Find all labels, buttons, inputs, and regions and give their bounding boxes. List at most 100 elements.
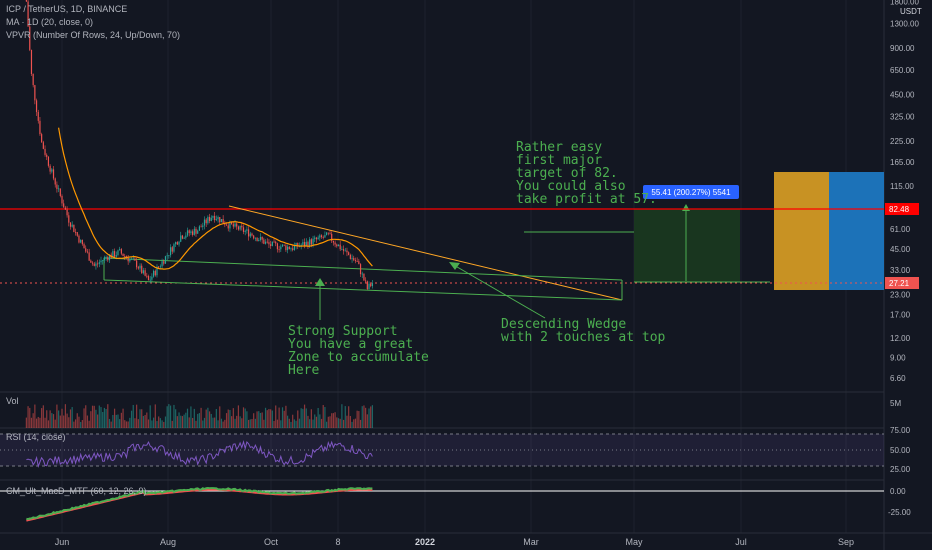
candle <box>103 257 106 261</box>
volume-bar <box>193 408 195 428</box>
candle <box>97 263 99 265</box>
volume-bar <box>366 414 368 428</box>
candle <box>273 241 275 243</box>
time-tick: Oct <box>264 537 279 547</box>
candle <box>63 203 65 208</box>
candle <box>334 242 336 245</box>
volume-bar <box>122 408 124 428</box>
volume-bar <box>287 415 289 428</box>
volume-bar <box>326 421 328 428</box>
volume-bar <box>161 420 163 428</box>
candle <box>344 250 346 252</box>
volume-bar <box>98 405 100 428</box>
volume-bar <box>42 405 44 428</box>
candle <box>322 237 324 238</box>
candle <box>219 217 221 223</box>
candle <box>158 266 160 268</box>
candle <box>249 233 251 237</box>
volume-bar <box>229 410 231 428</box>
target-label-box <box>643 185 739 199</box>
candle <box>180 235 182 242</box>
candle <box>309 239 311 247</box>
candle <box>337 244 340 247</box>
candle <box>256 237 258 242</box>
candle <box>124 256 126 257</box>
symbol-title[interactable]: ICP / TetherUS, 1D, BINANCE <box>6 4 128 14</box>
volume-bar <box>310 409 312 428</box>
volume-bar <box>198 413 200 428</box>
candle <box>152 270 155 277</box>
candle <box>327 232 329 234</box>
candle <box>280 246 282 250</box>
volume-bar <box>132 404 134 428</box>
volume-bar <box>234 418 236 428</box>
candle <box>93 263 95 266</box>
candle <box>305 241 307 246</box>
candle <box>159 266 161 268</box>
candle <box>164 256 167 264</box>
long-position-zone <box>634 209 740 282</box>
candle <box>336 244 338 247</box>
vpvr-legend[interactable]: VPVR (Number Of Rows, 24, Up/Down, 70) <box>6 30 181 40</box>
volume-bar <box>275 405 277 428</box>
price-tick: 6.60 <box>890 374 906 383</box>
volume-bar <box>149 405 151 428</box>
time-tick: Aug <box>160 537 176 547</box>
price-tick: 23.00 <box>890 290 911 299</box>
candle <box>214 215 216 221</box>
candle <box>78 235 80 243</box>
volume-bar <box>27 406 29 428</box>
volume-bar <box>154 404 156 428</box>
candle <box>251 233 253 236</box>
candle <box>173 244 175 252</box>
time-axis[interactable]: Jun Aug Oct 8 2022 Mar May Jul Sep <box>55 537 854 547</box>
candle <box>197 230 199 234</box>
volume-bar <box>317 407 319 428</box>
candle <box>266 241 268 243</box>
volume-bar <box>320 418 323 428</box>
candle <box>90 260 92 263</box>
volume-bar <box>176 416 178 428</box>
volume-bar <box>371 405 374 428</box>
volume-bar <box>158 416 160 428</box>
volume-bar <box>278 407 280 428</box>
candle <box>320 235 323 238</box>
time-tick: 8 <box>335 537 340 547</box>
volume-bar <box>339 418 341 428</box>
candle <box>227 225 229 229</box>
volume-bar <box>222 421 224 428</box>
candle <box>202 225 204 228</box>
volume-bar <box>175 409 177 428</box>
volume-bar <box>217 420 219 428</box>
volume-bar <box>110 421 112 428</box>
current-price-tag <box>885 277 919 289</box>
price-axis[interactable]: 1800.00 1300.00 900.00 650.00 450.00 325.00 22… <box>890 0 919 383</box>
candle <box>122 253 124 257</box>
candle <box>220 219 223 223</box>
volume-bar <box>203 417 206 428</box>
candle <box>88 252 90 261</box>
candle <box>39 120 41 135</box>
volume-bar <box>239 416 241 428</box>
volume-bar <box>32 413 34 428</box>
time-tick: May <box>625 537 643 547</box>
candle <box>142 270 145 274</box>
volume-bar <box>166 406 168 428</box>
candle <box>25 0 27 2</box>
ma-legend[interactable]: MA · 1D (20, close, 0) <box>6 17 94 27</box>
candle <box>136 260 138 268</box>
volume-bar <box>220 418 223 428</box>
candle <box>275 241 277 244</box>
rsi-pane-label: RSI (14, close) <box>6 432 66 442</box>
volume-bar <box>241 418 243 428</box>
candle <box>56 184 58 190</box>
candle <box>178 241 180 245</box>
candle <box>139 265 141 269</box>
volume-bar <box>102 412 104 428</box>
volume-bar <box>315 416 318 428</box>
volume-bar <box>359 419 362 428</box>
candle <box>198 226 200 231</box>
candle <box>134 258 136 261</box>
volume-bar <box>39 417 41 428</box>
